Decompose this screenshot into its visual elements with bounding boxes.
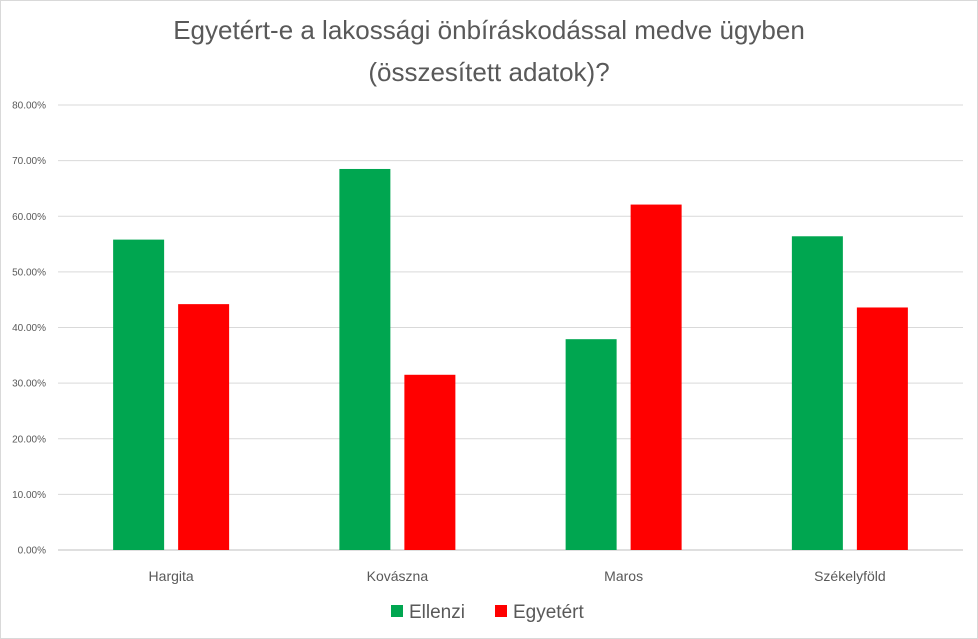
bar-ellenzi-0 bbox=[113, 239, 165, 551]
x-axis-labels: Hargita Kovászna Maros Székelyföld bbox=[149, 568, 886, 584]
y-axis-ticks: 0.00% 10.00% 20.00% 30.00% 40.00% 50.00% 60.00… bbox=[12, 101, 46, 557]
bar-egyetért-2 bbox=[630, 204, 682, 550]
y-tick-label: 60.00% bbox=[12, 212, 46, 223]
legend-swatch-egyetert bbox=[495, 605, 507, 617]
x-category-label: Székelyföld bbox=[814, 568, 886, 584]
x-category-label: Hargita bbox=[149, 568, 194, 584]
legend-label-ellenzi: Ellenzi bbox=[409, 602, 465, 623]
legend-swatch-ellenzi bbox=[391, 605, 403, 617]
y-tick-label: 20.00% bbox=[12, 434, 46, 445]
bar-egyetért-3 bbox=[856, 307, 908, 550]
chart-title-line-2: (összesített adatok)? bbox=[368, 57, 609, 87]
legend-label-egyetert: Egyetért bbox=[513, 602, 584, 623]
legend: Ellenzi Egyetért bbox=[391, 602, 584, 623]
y-tick-label: 10.00% bbox=[12, 490, 46, 501]
bar-ellenzi-1 bbox=[339, 168, 391, 550]
y-tick-label: 40.00% bbox=[12, 323, 46, 334]
chart-title-line-1: Egyetért-e a lakossági önbíráskodással m… bbox=[173, 15, 805, 45]
x-category-label: Kovászna bbox=[367, 568, 429, 584]
y-tick-label: 70.00% bbox=[12, 156, 46, 167]
bar-egyetért-0 bbox=[178, 304, 230, 550]
y-tick-label: 30.00% bbox=[12, 379, 46, 390]
x-category-label: Maros bbox=[604, 568, 643, 584]
bar-egyetért-1 bbox=[404, 374, 456, 550]
y-tick-label: 0.00% bbox=[18, 546, 46, 557]
bar-ellenzi-3 bbox=[791, 236, 843, 550]
y-tick-label: 80.00% bbox=[12, 101, 46, 112]
y-tick-label: 50.00% bbox=[12, 267, 46, 278]
bars bbox=[113, 168, 908, 551]
bar-ellenzi-2 bbox=[565, 339, 617, 550]
